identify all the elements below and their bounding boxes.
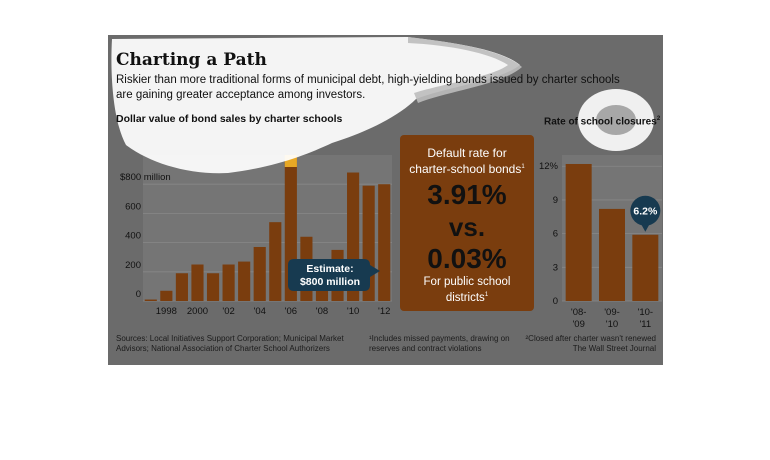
bar-0: [565, 163, 592, 301]
x-tick-label: '04: [254, 306, 266, 317]
x-tick-label: '10-: [638, 307, 654, 318]
bar-1997: [144, 299, 157, 301]
y-tick-label: 0: [553, 296, 558, 307]
charter-default-rate: 3.91%: [427, 179, 507, 210]
x-tick-label: '10: [606, 319, 618, 330]
y-tick-label: 6: [553, 229, 558, 240]
sources-note: Sources: Local Initiatives Support Corpo…: [116, 334, 344, 353]
y-tick-label: 3: [553, 262, 558, 273]
default-rate-label: Default rate for charter-school bonds1: [409, 146, 525, 176]
x-tick-label: '11: [639, 319, 651, 330]
publisher-credit: The Wall Street Journal: [572, 344, 656, 353]
estimate-value: $800 million: [300, 276, 360, 288]
y-tick-label: 600: [125, 201, 141, 212]
estimate-label: Estimate:: [306, 263, 353, 275]
y-tick-label: 200: [125, 260, 141, 271]
bar-1999: [175, 273, 188, 301]
y-tick-label: 9: [553, 195, 558, 206]
y-tick-label: 400: [125, 231, 141, 242]
bar-2005: [269, 222, 282, 301]
x-tick-label: '09-: [604, 307, 620, 318]
bar-2002: [222, 264, 235, 301]
estimate-callout: [288, 259, 380, 291]
public-rate-label: For public school districts1: [423, 276, 511, 304]
x-tick-label: '12: [378, 306, 390, 317]
bar-2004: [253, 246, 266, 301]
bar-2003: [238, 261, 251, 301]
bar-1: [599, 208, 625, 301]
closure-callout-pointer: [640, 222, 651, 232]
x-tick-label: 2000: [187, 306, 208, 317]
closure-footnote-text: ²Closed after charter wasn't renewed: [525, 334, 656, 343]
page-subtitle: Riskier than more traditional forms of m…: [116, 74, 620, 101]
versus-text: vs.: [448, 212, 486, 242]
school-closures-chart: 0 3 6 9 12% '08-'09 '09-'10 '10-'11 6.2%: [539, 155, 662, 330]
closures-chart-title: Rate of school closures2: [544, 116, 661, 128]
x-tick-label: '06: [285, 306, 297, 317]
public-default-rate: 0.03%: [427, 243, 507, 274]
bar-1998: [160, 290, 173, 301]
page-title: Charting a Path: [116, 50, 267, 70]
peak-bar-highlight: [284, 155, 297, 167]
x-tick-label: '09: [572, 319, 584, 330]
bond-sales-chart: 0 200 400 600 $800 million 1998 2000 '02 '04 '06 '…: [120, 155, 392, 317]
closure-callout-label: 6.2%: [633, 206, 658, 218]
bar-2000: [191, 264, 204, 301]
bar-2: [632, 234, 659, 301]
closure-footnote: ²Closed after charter wasn't renewed The…: [522, 334, 656, 354]
x-tick-label: 1998: [156, 306, 177, 317]
x-tick-label: '08-: [571, 307, 587, 318]
bar-2001: [206, 273, 220, 301]
graphic-panel: 0 200 400 600 $800 million 1998 2000 '02 '04 '06 '…: [108, 35, 663, 365]
bond-sales-chart-title: Dollar value of bond sales by charter sc…: [116, 113, 343, 125]
closure-callout: [630, 195, 661, 226]
y-tick-label: 12%: [539, 161, 559, 172]
default-rate-box: Default rate for charter-school bonds1 3…: [400, 135, 534, 311]
x-tick-label: '10: [347, 306, 359, 317]
x-tick-label: '02: [222, 306, 234, 317]
bar-2012: [378, 184, 391, 301]
default-footnote: ¹Includes missed payments, drawing on re…: [369, 334, 510, 353]
y-tick-label: 0: [136, 289, 141, 300]
y-tick-label: $800 million: [120, 172, 171, 183]
x-tick-label: '08: [316, 306, 328, 317]
